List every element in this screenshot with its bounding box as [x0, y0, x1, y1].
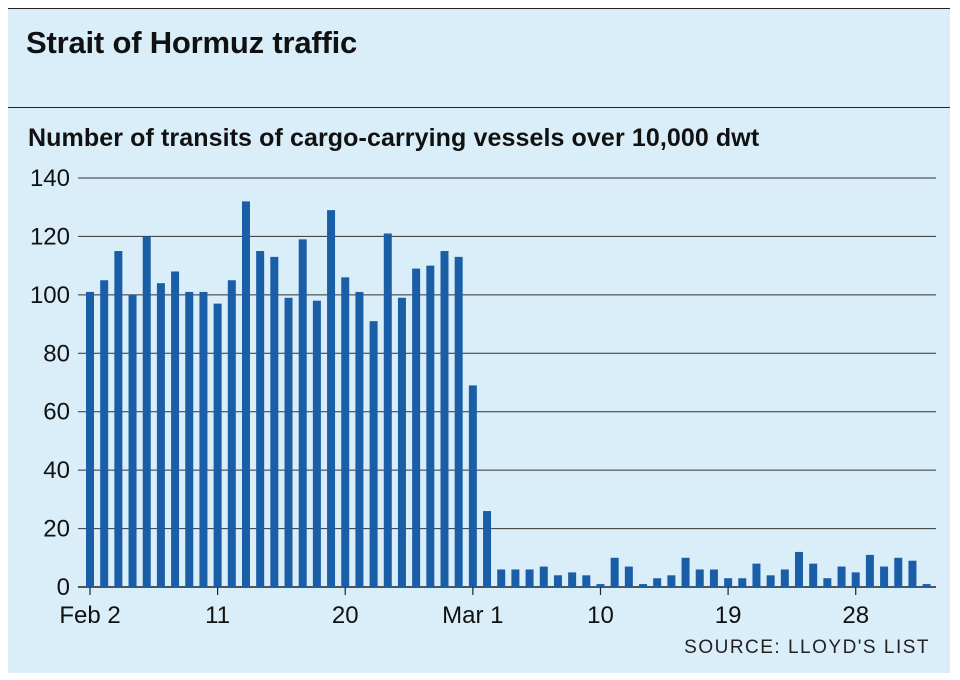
y-tick-label: 100 [30, 282, 70, 309]
bar [624, 566, 633, 587]
bar [568, 572, 577, 587]
bar [738, 578, 747, 587]
bar [227, 280, 236, 587]
y-tick-label: 40 [43, 457, 70, 484]
bar [355, 291, 364, 587]
bar [185, 291, 194, 587]
bar [412, 268, 421, 587]
y-tick-label: 20 [43, 516, 70, 543]
bar [454, 256, 463, 587]
bar [766, 575, 775, 587]
chart-title: Strait of Hormuz traffic [26, 25, 358, 60]
y-axis-ticks: 0 20 40 60 80 100 120 140 [30, 165, 70, 601]
bar [213, 303, 222, 587]
bar [837, 566, 846, 587]
bar [539, 566, 548, 587]
bar [851, 572, 860, 587]
bar [312, 300, 321, 587]
bar [511, 569, 520, 587]
bar [128, 294, 137, 587]
bar [383, 233, 392, 587]
x-tick-label: 11 [205, 602, 230, 629]
bar [695, 569, 704, 587]
bar [894, 557, 903, 587]
y-tick-label: 60 [43, 399, 70, 426]
y-tick-label: 0 [57, 574, 70, 601]
bar [681, 557, 690, 587]
y-tick-label: 80 [43, 340, 70, 367]
bar [468, 385, 477, 587]
bar [809, 563, 818, 587]
chart-card: Strait of Hormuz traffic Number of trans… [8, 8, 950, 673]
x-tick-label: Feb 2 [59, 602, 120, 629]
bar [582, 575, 591, 587]
bar [908, 560, 917, 587]
x-tick-label: 20 [332, 602, 359, 629]
bar [298, 239, 307, 587]
bar [284, 297, 293, 587]
bar [114, 251, 123, 588]
bar [667, 575, 676, 587]
x-tick-label: Mar 1 [442, 602, 503, 629]
y-tick-label: 140 [30, 165, 70, 192]
bar [241, 201, 250, 587]
bar [922, 584, 931, 587]
bar [880, 566, 889, 587]
bar [653, 578, 662, 587]
bar [327, 210, 336, 587]
bar [369, 321, 378, 587]
x-axis-ticks: Feb 2 11 20 Mar 1 10 19 28 [59, 587, 869, 629]
bar [823, 578, 832, 587]
bar-chart: 0 20 40 60 80 100 120 140 Feb 2 11 20 Mar 1 10 19 28 [30, 165, 936, 629]
bar [639, 584, 648, 587]
bar [171, 271, 180, 587]
bar [724, 578, 733, 587]
y-tick-label: 120 [30, 223, 70, 250]
bar [865, 554, 874, 587]
x-tick-label: 28 [842, 602, 869, 629]
bar [341, 277, 350, 587]
bars [86, 201, 931, 588]
bar [256, 251, 265, 588]
chart-subtitle: Number of transits of cargo-carrying ves… [28, 124, 760, 152]
bar [752, 563, 761, 587]
bar [553, 575, 562, 587]
bar [709, 569, 718, 587]
bar [142, 236, 151, 587]
bar [199, 291, 208, 587]
bar [596, 584, 605, 587]
bar [483, 511, 492, 587]
bar [397, 297, 406, 587]
bar [86, 291, 94, 587]
bar [525, 569, 534, 587]
bar [497, 569, 506, 587]
x-tick-label: 19 [715, 602, 742, 629]
source-credit: SOURCE: LLOYD'S LIST [684, 637, 930, 658]
bar [440, 251, 449, 588]
bar [426, 265, 435, 587]
bar [156, 283, 165, 587]
bar [100, 280, 109, 587]
x-tick-label: 10 [587, 602, 614, 629]
bar [795, 551, 803, 587]
bar [270, 256, 279, 587]
bar [610, 557, 619, 587]
title-band: Strait of Hormuz traffic [8, 9, 950, 108]
bar [780, 569, 789, 587]
